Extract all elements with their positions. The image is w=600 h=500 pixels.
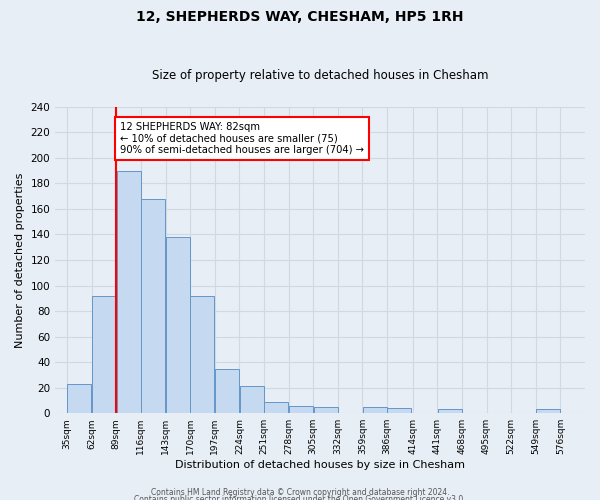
Text: Contains public sector information licensed under the Open Government Licence v3: Contains public sector information licen…: [134, 496, 466, 500]
Bar: [215, 368, 239, 413]
Bar: [388, 408, 412, 413]
Bar: [67, 384, 91, 413]
Bar: [116, 170, 140, 413]
Bar: [141, 198, 165, 413]
Bar: [437, 410, 461, 413]
Bar: [265, 402, 288, 413]
Bar: [92, 296, 116, 413]
Bar: [363, 407, 387, 413]
Title: Size of property relative to detached houses in Chesham: Size of property relative to detached ho…: [152, 69, 488, 82]
Bar: [166, 237, 190, 413]
Y-axis label: Number of detached properties: Number of detached properties: [15, 172, 25, 348]
Bar: [314, 407, 338, 413]
Text: 12 SHEPHERDS WAY: 82sqm
← 10% of detached houses are smaller (75)
90% of semi-de: 12 SHEPHERDS WAY: 82sqm ← 10% of detache…: [120, 122, 364, 156]
X-axis label: Distribution of detached houses by size in Chesham: Distribution of detached houses by size …: [175, 460, 465, 470]
Bar: [536, 410, 560, 413]
Text: 12, SHEPHERDS WAY, CHESHAM, HP5 1RH: 12, SHEPHERDS WAY, CHESHAM, HP5 1RH: [136, 10, 464, 24]
Text: Contains HM Land Registry data © Crown copyright and database right 2024.: Contains HM Land Registry data © Crown c…: [151, 488, 449, 497]
Bar: [289, 406, 313, 413]
Bar: [190, 296, 214, 413]
Bar: [240, 386, 263, 413]
